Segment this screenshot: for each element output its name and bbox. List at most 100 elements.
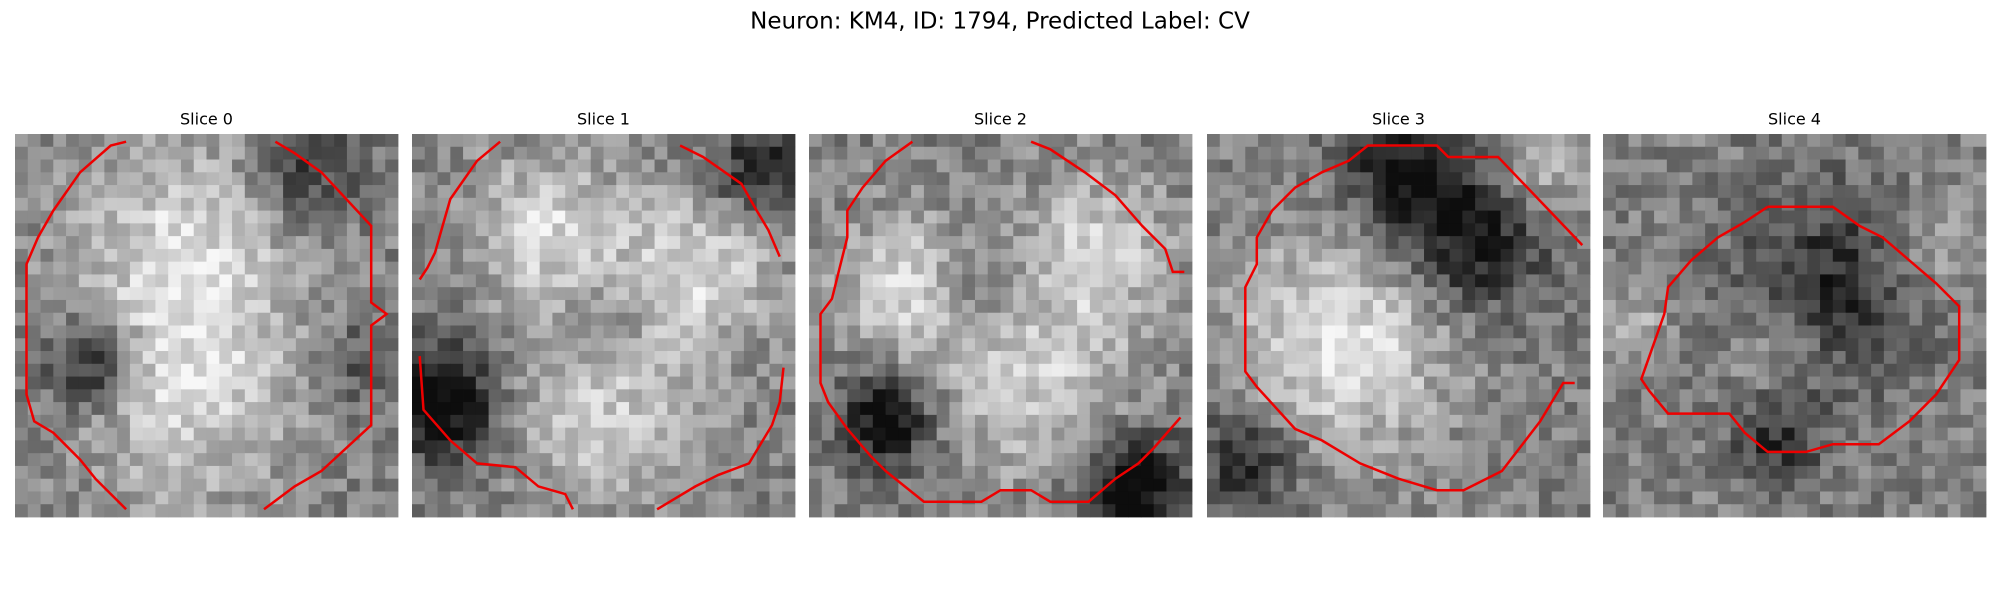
pixel xyxy=(40,376,54,390)
pixel xyxy=(1564,389,1578,403)
pixel xyxy=(641,159,655,173)
pixel xyxy=(1140,351,1155,365)
pixel xyxy=(283,299,297,314)
pixel xyxy=(180,159,195,173)
pixel xyxy=(91,248,105,263)
pixel xyxy=(1140,491,1155,505)
pixel xyxy=(654,440,668,454)
pixel xyxy=(756,248,770,263)
pixel xyxy=(1883,248,1898,263)
pixel xyxy=(1692,172,1706,186)
pixel xyxy=(1973,491,1987,505)
pixel xyxy=(91,185,105,199)
pixel xyxy=(898,287,912,301)
pixel xyxy=(66,414,80,429)
pixel xyxy=(142,312,156,326)
pixel xyxy=(27,134,41,148)
pixel xyxy=(1347,134,1361,148)
pixel xyxy=(27,465,41,480)
pixel xyxy=(1820,312,1834,326)
pixel xyxy=(1115,402,1129,416)
pixel xyxy=(27,478,41,492)
pixel xyxy=(1051,172,1065,186)
pixel xyxy=(1845,453,1859,467)
pixel xyxy=(872,261,886,275)
pixel xyxy=(629,504,643,518)
pixel xyxy=(1219,172,1233,186)
pixel xyxy=(718,248,732,263)
pixel xyxy=(1258,197,1272,211)
pixel xyxy=(1794,236,1808,250)
pixel xyxy=(488,427,502,441)
pixel xyxy=(142,299,156,314)
pixel xyxy=(346,312,361,326)
pixel xyxy=(1462,414,1476,429)
pixel xyxy=(1372,274,1387,288)
pixel xyxy=(1013,504,1027,518)
pixel xyxy=(1436,197,1450,211)
pixel xyxy=(1115,287,1129,301)
pixel xyxy=(821,351,835,365)
pixel xyxy=(629,440,643,454)
pixel xyxy=(412,185,426,199)
pixel xyxy=(718,402,732,416)
pixel xyxy=(1411,453,1425,467)
pixel xyxy=(923,146,938,160)
contour xyxy=(418,356,575,510)
pixel xyxy=(616,453,630,467)
pixel xyxy=(206,491,220,505)
pixel xyxy=(91,338,105,352)
pixel xyxy=(514,414,528,429)
pixel xyxy=(142,261,156,275)
pixel xyxy=(1883,363,1898,377)
pixel xyxy=(1730,274,1744,288)
pixel xyxy=(91,172,105,186)
pixel xyxy=(514,248,528,263)
pixel xyxy=(526,440,541,454)
pixel xyxy=(1679,223,1693,237)
pixel xyxy=(1768,274,1783,288)
pixel xyxy=(743,414,758,429)
pixel xyxy=(641,478,655,492)
pixel xyxy=(334,453,348,467)
pixel xyxy=(1179,134,1193,148)
pixel xyxy=(731,351,745,365)
pixel xyxy=(15,402,29,416)
pixel xyxy=(1858,236,1872,250)
pixel xyxy=(1089,491,1104,505)
pixel xyxy=(1500,453,1514,467)
pixel xyxy=(385,402,399,416)
pixel xyxy=(15,312,29,326)
pixel xyxy=(1207,261,1221,275)
pixel xyxy=(129,248,144,263)
pixel xyxy=(1909,414,1923,429)
pixel xyxy=(1089,376,1104,390)
pixel xyxy=(769,134,783,148)
pixel xyxy=(962,402,976,416)
pixel xyxy=(809,453,823,467)
pixel xyxy=(1077,261,1091,275)
pixel xyxy=(244,504,258,518)
pixel xyxy=(437,236,451,250)
pixel xyxy=(129,261,144,275)
pixel xyxy=(1245,248,1259,263)
pixel xyxy=(590,325,604,339)
pixel xyxy=(847,491,861,505)
pixel xyxy=(756,389,770,403)
pixel xyxy=(629,414,643,429)
pixel xyxy=(616,338,630,352)
pixel xyxy=(692,453,707,467)
pixel xyxy=(1526,146,1540,160)
pixel xyxy=(936,427,950,441)
pixel xyxy=(1832,223,1846,237)
pixel xyxy=(1449,236,1463,250)
pixel xyxy=(15,210,29,224)
pixel xyxy=(424,440,438,454)
pixel xyxy=(1411,491,1425,505)
pixel xyxy=(1500,274,1514,288)
pixel xyxy=(1743,414,1757,429)
pixel xyxy=(1896,274,1910,288)
pixel xyxy=(244,197,258,211)
pixel xyxy=(705,299,719,314)
pixel xyxy=(898,312,912,326)
